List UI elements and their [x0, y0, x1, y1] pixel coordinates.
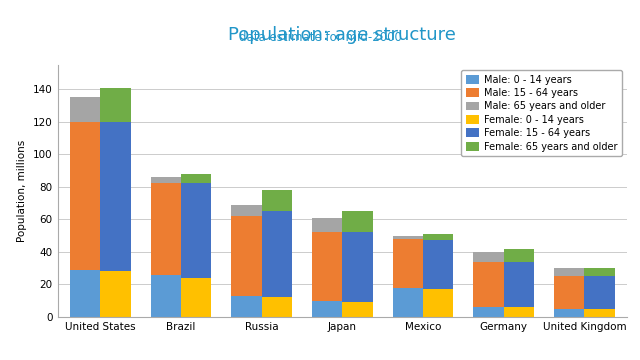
- Bar: [342, 232, 372, 302]
- Bar: [70, 270, 100, 317]
- Bar: [100, 122, 131, 271]
- Bar: [262, 190, 292, 211]
- Bar: [423, 234, 454, 240]
- Bar: [584, 268, 615, 276]
- Bar: [150, 184, 181, 275]
- Bar: [474, 261, 504, 307]
- Bar: [312, 218, 342, 232]
- Bar: [554, 276, 584, 309]
- Bar: [342, 302, 372, 317]
- Bar: [504, 248, 534, 261]
- Bar: [70, 122, 100, 270]
- Bar: [393, 235, 423, 239]
- Bar: [342, 211, 372, 232]
- Bar: [584, 309, 615, 317]
- Bar: [312, 232, 342, 301]
- Bar: [474, 307, 504, 317]
- Bar: [554, 268, 584, 276]
- Bar: [554, 309, 584, 317]
- Legend: Male: 0 - 14 years, Male: 15 - 64 years, Male: 65 years and older, Female: 0 - 1: Male: 0 - 14 years, Male: 15 - 64 years,…: [461, 70, 622, 156]
- Bar: [150, 177, 181, 184]
- Bar: [393, 288, 423, 317]
- Bar: [150, 275, 181, 317]
- Bar: [504, 307, 534, 317]
- Bar: [231, 296, 262, 317]
- Bar: [181, 174, 211, 184]
- Bar: [423, 240, 454, 289]
- Bar: [584, 276, 615, 309]
- Bar: [504, 261, 534, 307]
- Bar: [100, 271, 131, 317]
- Bar: [70, 97, 100, 122]
- Bar: [312, 301, 342, 317]
- Bar: [262, 211, 292, 297]
- Bar: [262, 297, 292, 317]
- Title: Population: age structure: Population: age structure: [228, 26, 456, 44]
- Bar: [393, 239, 423, 288]
- Bar: [423, 289, 454, 317]
- Bar: [231, 204, 262, 216]
- Y-axis label: Population, millions: Population, millions: [17, 140, 28, 242]
- Bar: [181, 184, 211, 278]
- Bar: [231, 216, 262, 296]
- Text: data estimate for mid-2000: data estimate for mid-2000: [239, 31, 401, 44]
- Bar: [181, 278, 211, 317]
- Bar: [474, 252, 504, 261]
- Bar: [100, 87, 131, 122]
